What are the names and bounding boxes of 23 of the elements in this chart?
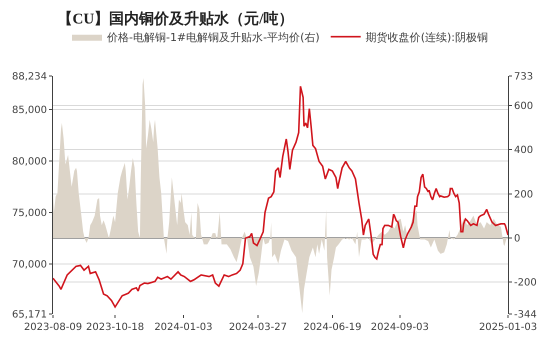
y-tick-label: 80,000 <box>12 156 47 168</box>
y2-tick-label: -200 <box>514 278 537 289</box>
y-tick-label: 75,000 <box>12 208 47 220</box>
x-tick-label: 2024-06-19 <box>303 322 362 333</box>
x-tick-label: 2024-03-27 <box>228 322 287 333</box>
chart-title: 【CU】国内铜价及升贴水（元/吨） <box>58 10 294 28</box>
legend-label: 期货收盘价(连续):阴极铜 <box>366 31 488 44</box>
x-tick-label: 2023-08-09 <box>24 322 82 333</box>
y2-tick-label: -344 <box>514 310 537 320</box>
y2-tick-label: 0 <box>514 233 520 244</box>
y2-tick-label: 200 <box>514 189 534 200</box>
y-tick-label: 65,171 <box>12 310 47 320</box>
y-tick-label: 88,234 <box>12 72 47 82</box>
y2-tick-label: 600 <box>514 100 534 112</box>
x-tick-label: 2024-01-03 <box>154 322 212 333</box>
x-tick-label: 2025-01-03 <box>478 322 538 333</box>
y2-tick-label: 400 <box>514 145 534 156</box>
y-tick-label: 70,000 <box>12 260 47 271</box>
y2-tick-label: 733 <box>514 72 534 82</box>
x-tick-label: 2024-09-03 <box>370 322 429 333</box>
legend-label: 价格-电解铜-1#电解铜及升贴水-平均价(右) <box>106 31 320 44</box>
x-tick-label: 2023-10-18 <box>86 322 144 333</box>
y-tick-label: 85,000 <box>12 104 47 116</box>
